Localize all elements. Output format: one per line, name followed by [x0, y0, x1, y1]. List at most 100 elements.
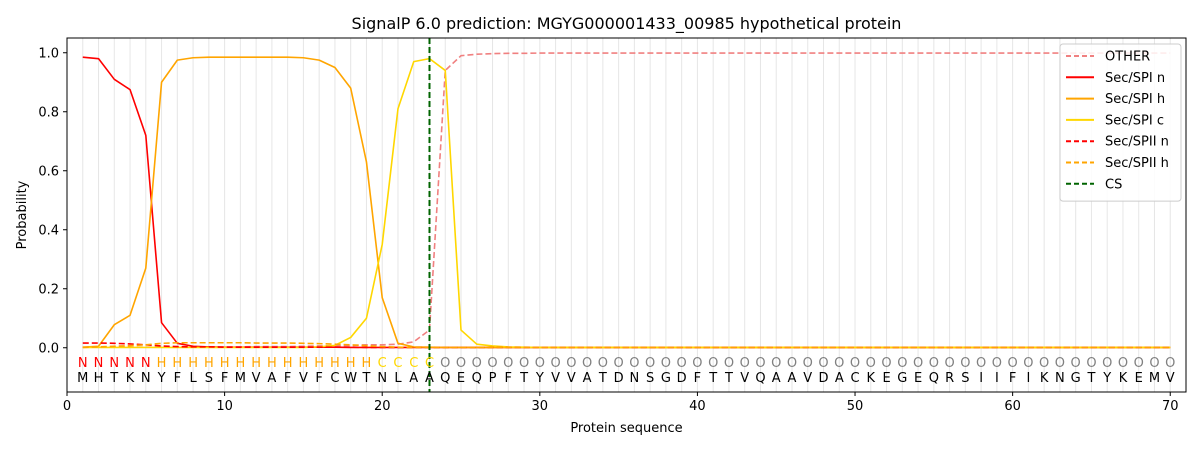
region-label: O: [1149, 356, 1159, 371]
residue-label: N: [141, 371, 151, 386]
grid-lines: [82, 38, 1171, 392]
region-label: O: [960, 356, 970, 371]
region-label: H: [314, 356, 324, 371]
region-label: O: [897, 356, 907, 371]
region-label: O: [976, 356, 986, 371]
region-label: N: [94, 356, 104, 371]
region-label: H: [283, 356, 293, 371]
residue-label: Q: [929, 371, 939, 386]
region-label: H: [299, 356, 309, 371]
region-label: O: [944, 356, 954, 371]
residue-label: L: [189, 371, 197, 386]
residue-label: F: [1009, 371, 1016, 386]
region-label: H: [188, 356, 198, 371]
region-label: O: [803, 356, 813, 371]
residue-label: M: [77, 371, 88, 386]
region-label: O: [866, 356, 876, 371]
series-sec-spi-n-line: [82, 56, 1171, 349]
x-tick-label: 30: [532, 399, 549, 414]
axes: 0 10 20 30 40 50 60 70 0.0 0.2 0.4 0.6 0.8 1.0: [38, 46, 1178, 414]
region-label: H: [204, 356, 214, 371]
y-axis-label: Probability: [15, 180, 30, 249]
residue-label: S: [961, 371, 969, 386]
residue-label: N: [377, 371, 387, 386]
region-label: O: [724, 356, 734, 371]
region-label: O: [645, 356, 655, 371]
residue-label: T: [519, 371, 528, 386]
residue-label: T: [1086, 371, 1095, 386]
residue-label: G: [1071, 371, 1081, 386]
residue-label: G: [897, 371, 907, 386]
residue-label: F: [174, 371, 181, 386]
residue-label: W: [344, 371, 357, 386]
region-label: O: [550, 356, 560, 371]
legend-label: CS: [1105, 177, 1122, 192]
region-label: O: [834, 356, 844, 371]
region-label: O: [755, 356, 765, 371]
region-label: O: [535, 356, 545, 371]
residue-label: V: [740, 371, 749, 386]
region-label: H: [346, 356, 356, 371]
region-label: O: [1165, 356, 1175, 371]
residue-label: A: [772, 371, 781, 386]
region-label: O: [1008, 356, 1018, 371]
x-tick-label: 20: [374, 399, 391, 414]
residue-label: Q: [440, 371, 450, 386]
series-other-line: [82, 52, 1171, 348]
region-label: N: [109, 356, 119, 371]
residue-label: K: [126, 371, 135, 386]
residue-label: C: [330, 371, 339, 386]
residue-label: D: [614, 371, 624, 386]
region-label: O: [929, 356, 939, 371]
region-label: C: [409, 356, 418, 371]
residue-label: R: [945, 371, 954, 386]
residue-label: V: [803, 371, 812, 386]
chart-title: SignalP 6.0 prediction: MGYG000001433_00…: [352, 14, 902, 34]
region-label: O: [771, 356, 781, 371]
residue-label: A: [425, 371, 434, 386]
residue-label: V: [252, 371, 261, 386]
x-tick-label: 10: [216, 399, 233, 414]
region-label: O: [1118, 356, 1128, 371]
region-label: O: [818, 356, 828, 371]
region-label: O: [614, 356, 624, 371]
region-label: H: [220, 356, 230, 371]
residue-label: V: [551, 371, 560, 386]
sequence-annotation: NMNHNTNKNNHYHFHLHSHFHMHVHAHFHVHFHCHWHTCN…: [77, 356, 1175, 386]
region-label: C: [378, 356, 387, 371]
residue-label: E: [914, 371, 922, 386]
residue-label: M: [235, 371, 246, 386]
region-label: H: [330, 356, 340, 371]
residue-label: Y: [157, 371, 166, 386]
region-label: O: [1039, 356, 1049, 371]
residue-label: N: [1055, 371, 1065, 386]
region-label: H: [235, 356, 245, 371]
legend: OTHER Sec/SPI n Sec/SPI h Sec/SPI c Sec/SPII…: [1059, 43, 1182, 202]
region-label: O: [1055, 356, 1065, 371]
residue-label: A: [835, 371, 844, 386]
x-tick-label: 50: [847, 399, 864, 414]
residue-label: T: [598, 371, 607, 386]
region-label: O: [519, 356, 529, 371]
residue-label: F: [221, 371, 228, 386]
region-label: H: [157, 356, 167, 371]
residue-label: K: [1040, 371, 1049, 386]
residue-label: S: [646, 371, 654, 386]
region-label: H: [362, 356, 372, 371]
region-label: O: [992, 356, 1002, 371]
region-label: N: [141, 356, 151, 371]
x-axis-label: Protein sequence: [570, 421, 682, 436]
residue-label: I: [979, 371, 983, 386]
x-tick-label: 0: [63, 399, 71, 414]
legend-label: OTHER: [1105, 50, 1150, 65]
residue-label: E: [1135, 371, 1143, 386]
region-label: C: [425, 356, 434, 371]
region-label: O: [1086, 356, 1096, 371]
residue-label: E: [457, 371, 465, 386]
region-label: O: [913, 356, 923, 371]
residue-label: I: [995, 371, 999, 386]
region-label: O: [850, 356, 860, 371]
legend-label: Sec/SPI c: [1105, 113, 1164, 128]
